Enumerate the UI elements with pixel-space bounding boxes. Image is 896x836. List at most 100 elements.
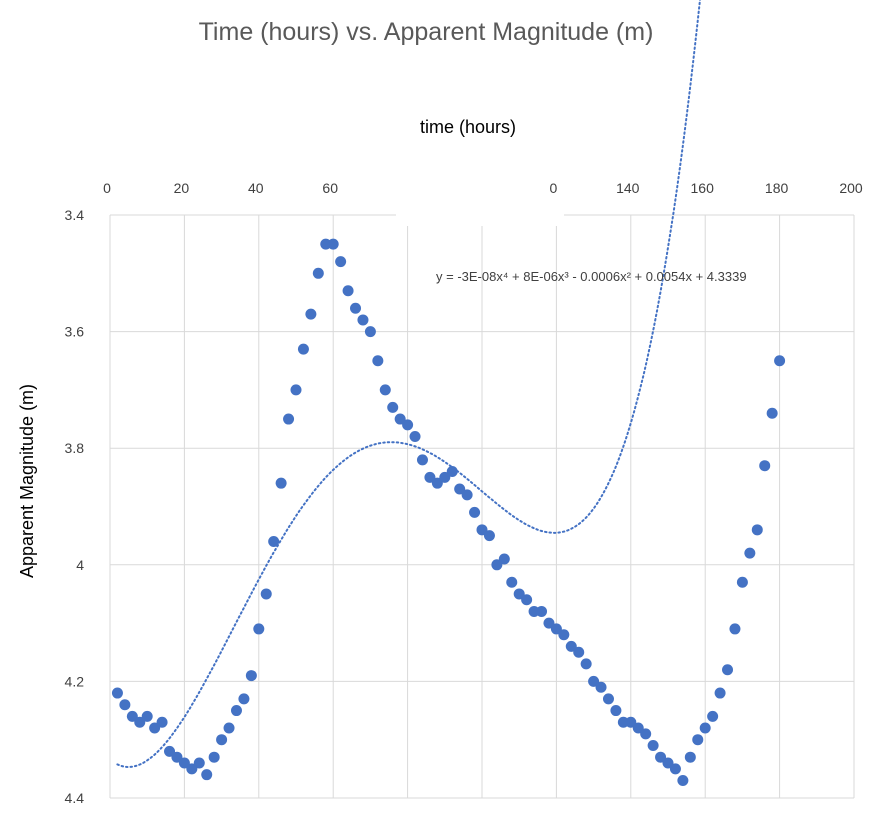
data-point — [394, 413, 406, 425]
data-point — [558, 629, 570, 641]
data-point — [119, 699, 131, 711]
data-point — [766, 407, 778, 419]
data-point — [610, 705, 622, 717]
data-point — [431, 477, 443, 489]
data-point — [476, 524, 488, 536]
data-point — [751, 524, 763, 536]
x-tick-label: 200 — [839, 180, 863, 196]
data-point — [409, 431, 421, 443]
data-point — [625, 716, 637, 728]
y-tick-label: 3.8 — [65, 440, 85, 456]
data-point — [632, 722, 644, 734]
y-axis-label: Apparent Magnitude (m) — [17, 384, 37, 578]
trendline-group — [116, 0, 701, 769]
data-point — [327, 238, 339, 250]
data-point — [364, 326, 376, 338]
data-point — [759, 460, 771, 472]
x-tick-label: 140 — [616, 180, 640, 196]
data-point — [506, 576, 518, 588]
data-point — [193, 757, 205, 769]
data-point — [208, 751, 220, 763]
data-point — [573, 646, 585, 658]
data-point — [461, 489, 473, 501]
x-tick-label: 160 — [691, 180, 715, 196]
data-point — [536, 605, 548, 617]
data-point — [305, 308, 317, 320]
data-point — [565, 640, 577, 652]
data-point — [171, 751, 183, 763]
label-mask — [396, 198, 564, 226]
x-tick-label: 180 — [765, 180, 789, 196]
data-point — [714, 687, 726, 699]
data-point — [640, 728, 652, 740]
data-point — [335, 256, 347, 268]
data-point — [588, 675, 600, 687]
x-axis-label: time (hours) — [420, 117, 516, 137]
data-point — [223, 722, 235, 734]
data-point — [149, 722, 161, 734]
y-tick-label: 3.6 — [65, 324, 85, 340]
data-point — [707, 710, 719, 722]
data-point — [543, 617, 555, 629]
x-tick-label: 40 — [248, 180, 264, 196]
data-point — [387, 401, 399, 413]
data-point — [312, 267, 324, 279]
data-point — [253, 623, 265, 635]
data-point — [238, 693, 250, 705]
data-point — [669, 763, 681, 775]
trendline-equation: y = -3E-08x⁴ + 8E-06x³ - 0.0006x² + 0.00… — [436, 269, 747, 284]
x-tick-label: 20 — [174, 180, 190, 196]
data-point — [283, 413, 295, 425]
data-point — [268, 535, 280, 547]
data-point — [402, 419, 414, 431]
data-point — [744, 547, 756, 559]
data-point — [595, 681, 607, 693]
y-tick-label: 4 — [76, 557, 84, 573]
data-point — [521, 594, 533, 606]
data-point — [602, 693, 614, 705]
data-point — [699, 722, 711, 734]
data-point — [357, 314, 369, 326]
data-point — [372, 355, 384, 367]
x-tick-label: 60 — [322, 180, 338, 196]
data-point — [729, 623, 741, 635]
data-point — [216, 734, 228, 746]
data-point — [186, 763, 198, 775]
data-point — [350, 302, 362, 314]
data-point — [297, 343, 309, 355]
data-point — [647, 740, 659, 752]
data-point — [230, 705, 242, 717]
data-point — [134, 716, 146, 728]
data-point — [469, 506, 481, 518]
data-point — [178, 757, 190, 769]
data-point — [491, 559, 503, 571]
y-tick-label: 4.2 — [65, 673, 85, 689]
y-tick-label: 4.4 — [65, 790, 85, 806]
data-point — [416, 454, 428, 466]
data-point — [164, 745, 176, 757]
data-point — [498, 553, 510, 565]
data-point — [141, 710, 153, 722]
data-point — [126, 710, 138, 722]
trendline — [116, 0, 701, 769]
x-tick-label: 0 — [550, 180, 558, 196]
data-point — [513, 588, 525, 600]
data-point — [111, 687, 123, 699]
data-point — [483, 530, 495, 542]
data-point — [342, 285, 354, 297]
data-point — [722, 664, 734, 676]
data-point — [454, 483, 466, 495]
chart-title: Time (hours) vs. Apparent Magnitude (m) — [199, 18, 654, 46]
data-point — [379, 384, 391, 396]
data-point — [692, 734, 704, 746]
data-point — [245, 670, 257, 682]
data-point — [677, 775, 689, 787]
data-points — [111, 238, 786, 787]
data-point — [655, 751, 667, 763]
data-point — [156, 716, 168, 728]
data-point — [684, 751, 696, 763]
gridlines — [109, 214, 855, 799]
x-tick-label: 0 — [103, 180, 111, 196]
data-point — [736, 576, 748, 588]
